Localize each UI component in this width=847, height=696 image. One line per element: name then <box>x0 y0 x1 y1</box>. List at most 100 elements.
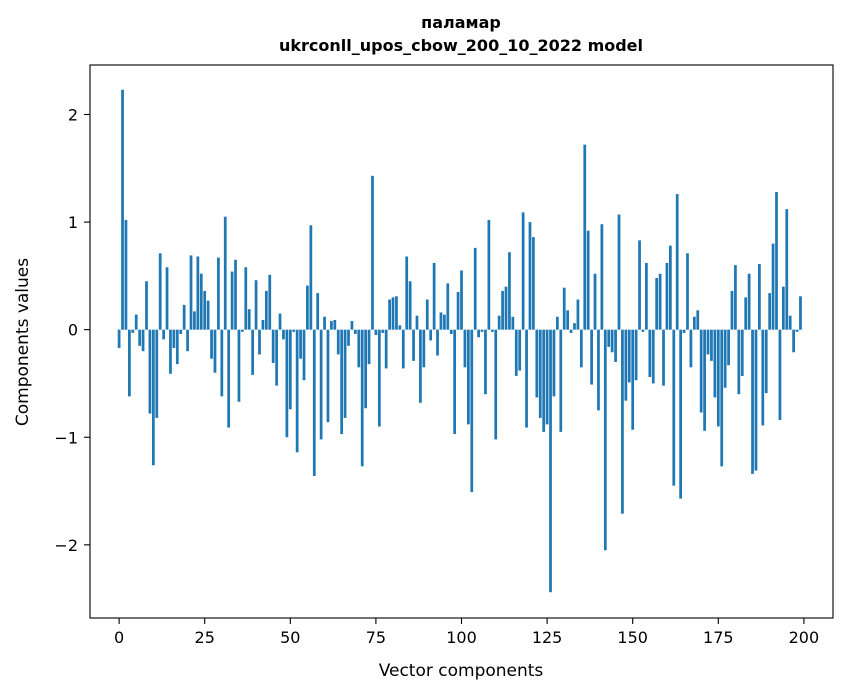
y-tick-label: −1 <box>54 428 78 447</box>
bar <box>658 273 662 330</box>
bar <box>299 329 302 359</box>
bar <box>134 314 138 330</box>
bar <box>131 329 135 333</box>
bar <box>371 175 374 330</box>
bar <box>206 300 210 330</box>
bar <box>326 329 330 423</box>
bar <box>460 270 463 330</box>
y-axis: 2 1 0 −1 −2 <box>54 105 90 555</box>
bar <box>590 329 593 385</box>
bar <box>117 329 121 348</box>
bar <box>781 286 785 330</box>
bar <box>463 329 467 368</box>
bar <box>727 329 730 366</box>
x-tick-label: 50 <box>280 628 300 647</box>
bar <box>419 329 422 403</box>
bar <box>682 329 686 333</box>
bar <box>196 256 200 330</box>
bar <box>638 240 641 330</box>
bar <box>148 329 152 414</box>
bar <box>230 271 234 330</box>
bar <box>186 329 189 352</box>
bar <box>569 329 573 333</box>
bar <box>535 329 539 398</box>
bar <box>716 329 720 427</box>
bar <box>751 329 754 474</box>
bar <box>501 290 504 330</box>
y-axis-label: Components values <box>13 258 33 426</box>
bar <box>778 329 782 421</box>
bar <box>723 329 727 388</box>
bar <box>278 313 282 330</box>
y-tick-label: −2 <box>54 536 78 555</box>
bar <box>562 287 566 330</box>
bar <box>754 329 758 471</box>
bar <box>696 310 700 330</box>
bar <box>264 290 268 330</box>
bar <box>275 329 278 386</box>
bar <box>353 329 357 334</box>
bar <box>713 329 717 398</box>
bar <box>234 259 237 330</box>
bar <box>504 286 508 330</box>
bar <box>641 329 645 332</box>
bar <box>374 329 378 336</box>
bar <box>261 319 265 330</box>
bar <box>425 299 429 330</box>
bar <box>675 194 679 330</box>
bar <box>586 230 590 330</box>
bar <box>559 329 563 432</box>
bar <box>443 314 446 330</box>
bar <box>412 329 415 361</box>
bar <box>583 144 587 330</box>
bar <box>210 329 213 359</box>
bar <box>775 191 778 330</box>
bar <box>525 329 528 428</box>
bar <box>668 245 672 330</box>
bar <box>165 267 169 330</box>
bar <box>514 329 518 376</box>
bar <box>138 329 142 346</box>
bar <box>545 329 549 425</box>
bar <box>799 296 802 330</box>
bar <box>312 329 316 476</box>
bar <box>288 329 292 410</box>
bar <box>470 329 474 493</box>
bar <box>795 329 799 332</box>
bar <box>292 329 296 332</box>
bar <box>395 296 398 330</box>
bar <box>651 329 655 384</box>
y-tick-label: 1 <box>68 213 78 232</box>
bar <box>792 329 795 353</box>
bar <box>528 222 532 330</box>
bar <box>788 315 792 330</box>
bar <box>449 329 453 334</box>
bar <box>285 329 289 438</box>
bar <box>309 225 313 330</box>
bar <box>518 329 522 371</box>
bar <box>333 319 337 330</box>
bar <box>121 89 124 330</box>
x-axis: 0 25 50 75 100 125 150 175 200 <box>114 618 819 647</box>
bar <box>480 329 484 332</box>
bar <box>162 329 165 340</box>
bar <box>295 329 299 453</box>
bar <box>624 329 628 401</box>
bar <box>549 329 552 593</box>
bar <box>254 280 258 330</box>
bars-group <box>117 89 802 593</box>
bar <box>145 281 148 330</box>
bar <box>477 329 480 338</box>
bar <box>689 329 693 368</box>
bar <box>217 257 220 330</box>
bar <box>189 255 193 330</box>
bar <box>128 329 131 397</box>
chart-title: паламар <box>421 13 501 32</box>
bar <box>199 273 203 330</box>
bar <box>761 329 765 426</box>
bar <box>566 310 570 330</box>
bar <box>552 329 556 397</box>
bar <box>456 292 460 330</box>
bar <box>203 290 207 330</box>
bar <box>381 329 385 333</box>
